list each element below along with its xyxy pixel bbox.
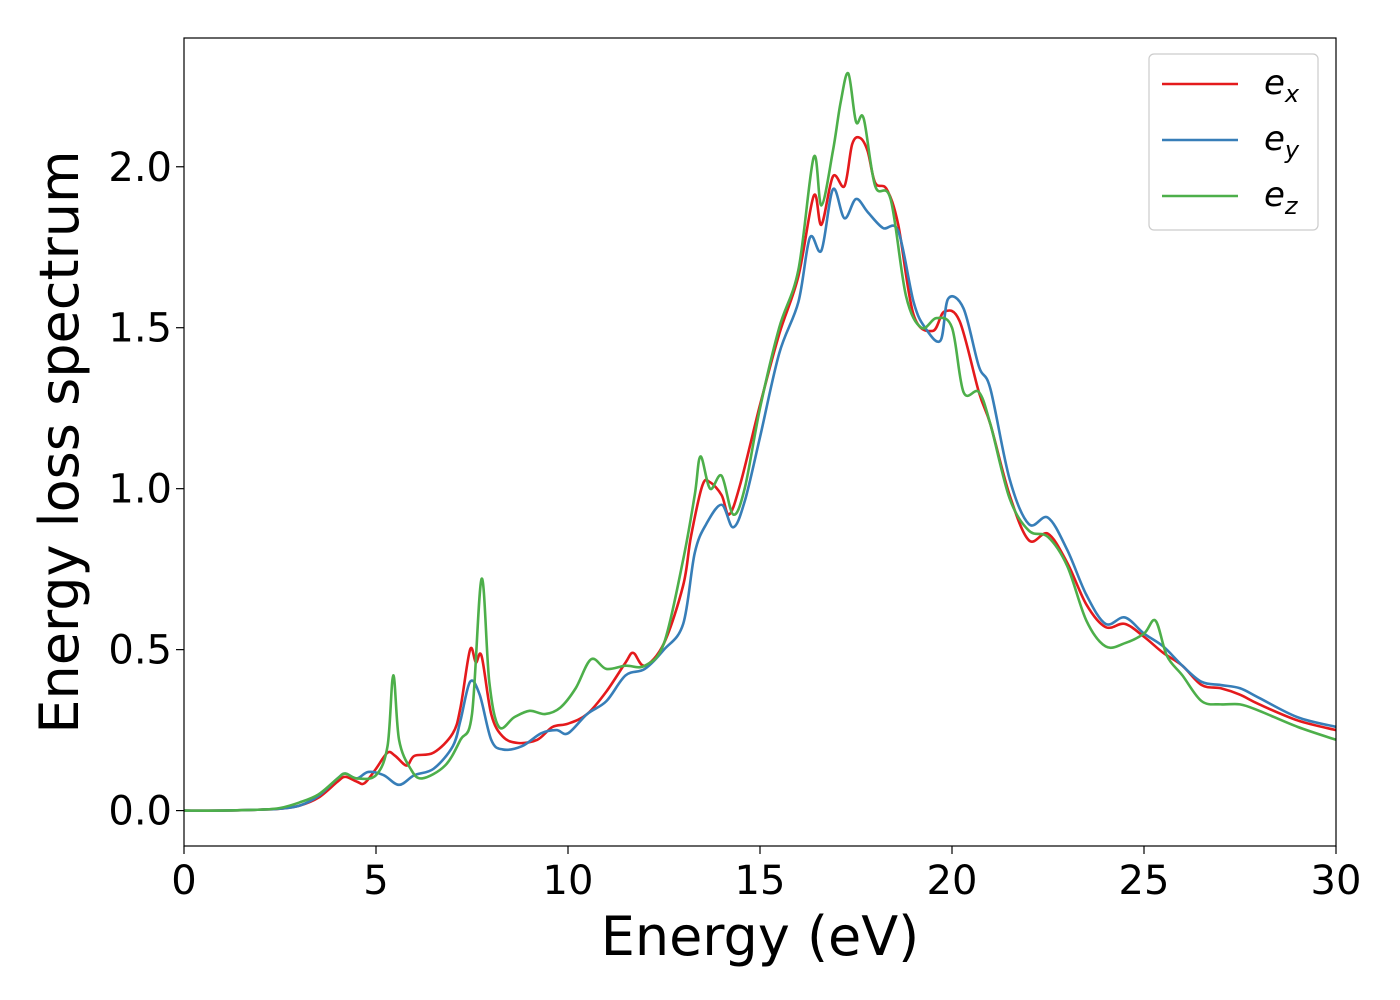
x-tick-label: 5	[363, 858, 388, 904]
x-axis: 0 5 10 15 20 25 30	[171, 846, 1361, 904]
series-line-e-x	[184, 135, 1336, 812]
legend-label-e-y: ey	[1264, 119, 1300, 164]
series-line-e-z	[184, 71, 1336, 812]
y-axis: 0.0 0.5 1.0 1.5 2.0	[108, 145, 184, 835]
series-line-e-y	[184, 187, 1336, 812]
x-tick-label: 0	[171, 858, 196, 904]
y-tick-label: 0.5	[108, 628, 172, 674]
y-tick-label: 2.0	[108, 145, 172, 191]
x-tick-label: 15	[735, 858, 786, 904]
legend: ex ey ez	[1148, 53, 1319, 231]
x-tick-label: 20	[927, 858, 978, 904]
legend-label-e-x: ex	[1264, 63, 1300, 108]
y-tick-label: 1.5	[108, 306, 172, 352]
series-layer	[184, 71, 1336, 812]
y-tick-label: 0.0	[108, 789, 172, 835]
legend-label-e-z: ez	[1264, 175, 1299, 220]
y-axis-label: Energy loss spectrum	[28, 150, 91, 733]
y-tick-label: 1.0	[108, 467, 172, 513]
x-axis-label: Energy (eV)	[601, 905, 920, 968]
legend-frame	[1148, 53, 1319, 231]
x-tick-label: 25	[1119, 858, 1170, 904]
x-tick-label: 10	[543, 858, 594, 904]
x-tick-label: 30	[1311, 858, 1362, 904]
